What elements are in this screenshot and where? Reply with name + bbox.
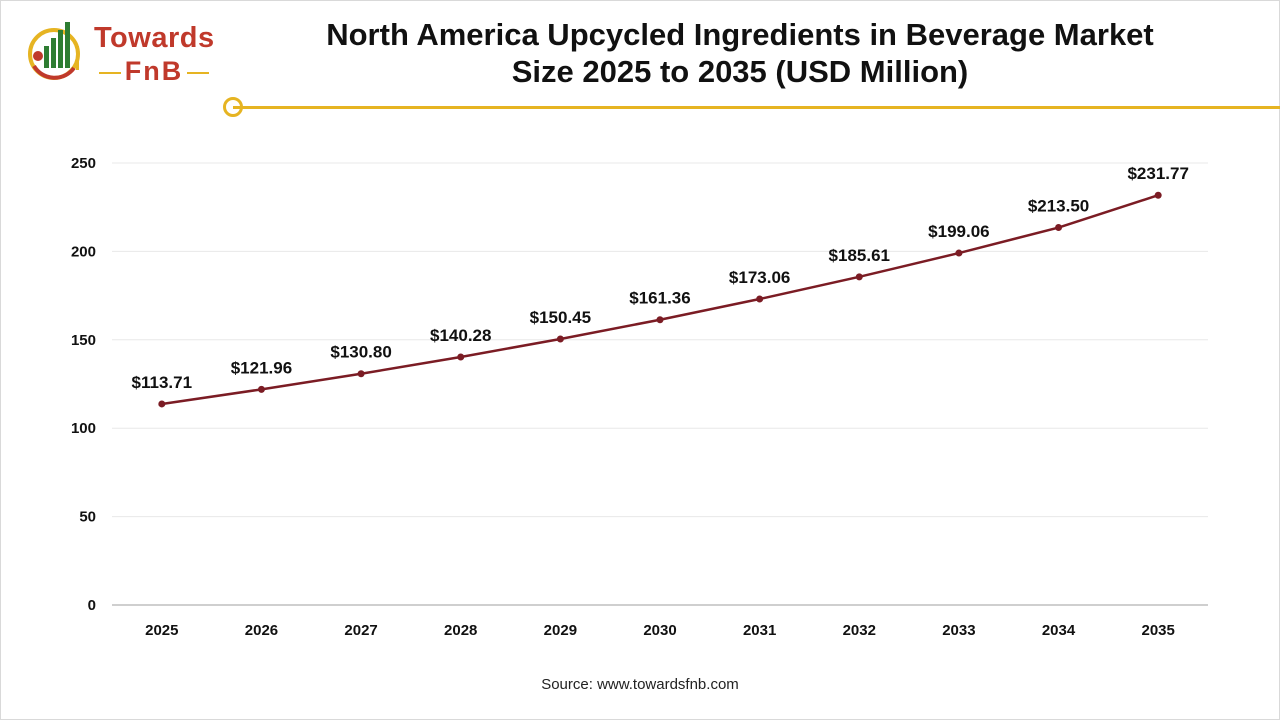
x-tick-label: 2032 bbox=[843, 622, 876, 639]
data-point bbox=[1154, 191, 1162, 199]
brand-subname: FnB bbox=[94, 56, 214, 87]
y-tick-label: 150 bbox=[71, 332, 96, 349]
data-point bbox=[357, 370, 365, 378]
source-note: Source: www.towardsfnb.com bbox=[541, 676, 739, 693]
x-tick-label: 2031 bbox=[743, 622, 776, 639]
data-point bbox=[1055, 224, 1063, 232]
data-label: $121.96 bbox=[231, 358, 292, 377]
data-point bbox=[955, 249, 963, 257]
data-label: $140.28 bbox=[430, 326, 491, 345]
x-tick-label: 2034 bbox=[1042, 622, 1076, 639]
x-tick-label: 2035 bbox=[1141, 622, 1174, 639]
data-point bbox=[855, 273, 863, 281]
x-tick-label: 2030 bbox=[643, 622, 676, 639]
y-tick-label: 100 bbox=[71, 420, 96, 437]
chart-title: North America Upcycled Ingredients in Be… bbox=[250, 16, 1230, 90]
data-label: $161.36 bbox=[629, 289, 690, 308]
y-tick-label: 0 bbox=[88, 597, 96, 614]
data-label: $173.06 bbox=[729, 268, 790, 287]
x-tick-label: 2033 bbox=[942, 622, 975, 639]
data-point bbox=[556, 335, 564, 343]
x-tick-label: 2025 bbox=[145, 622, 178, 639]
y-tick-label: 200 bbox=[71, 243, 96, 260]
title-rule bbox=[233, 106, 1280, 109]
y-tick-label: 250 bbox=[71, 155, 96, 172]
data-point bbox=[656, 316, 664, 324]
data-label: $113.71 bbox=[132, 373, 193, 392]
logo-emblem-icon bbox=[28, 22, 80, 80]
brand-name: Towards bbox=[94, 22, 215, 54]
chart-title-line-1: North America Upcycled Ingredients in Be… bbox=[326, 17, 1154, 52]
data-point bbox=[457, 353, 465, 361]
data-label: $150.45 bbox=[530, 308, 591, 327]
brand-logo: Towards FnB bbox=[24, 16, 224, 96]
data-label: $213.50 bbox=[1028, 197, 1089, 216]
x-tick-label: 2027 bbox=[344, 622, 377, 639]
x-tick-label: 2026 bbox=[245, 622, 278, 639]
chart-title-line-2: Size 2025 to 2035 (USD Million) bbox=[511, 54, 969, 89]
data-point bbox=[158, 400, 166, 408]
data-point bbox=[756, 295, 764, 303]
data-label: $231.77 bbox=[1127, 164, 1188, 183]
brand-subname-text: FnB bbox=[124, 56, 184, 86]
data-point bbox=[257, 385, 265, 393]
x-tick-label: 2029 bbox=[544, 622, 577, 639]
data-label: $199.06 bbox=[928, 222, 989, 241]
y-tick-label: 50 bbox=[79, 509, 96, 526]
data-label: $130.80 bbox=[330, 343, 391, 362]
data-label: $185.61 bbox=[829, 246, 890, 265]
x-tick-label: 2028 bbox=[444, 622, 477, 639]
